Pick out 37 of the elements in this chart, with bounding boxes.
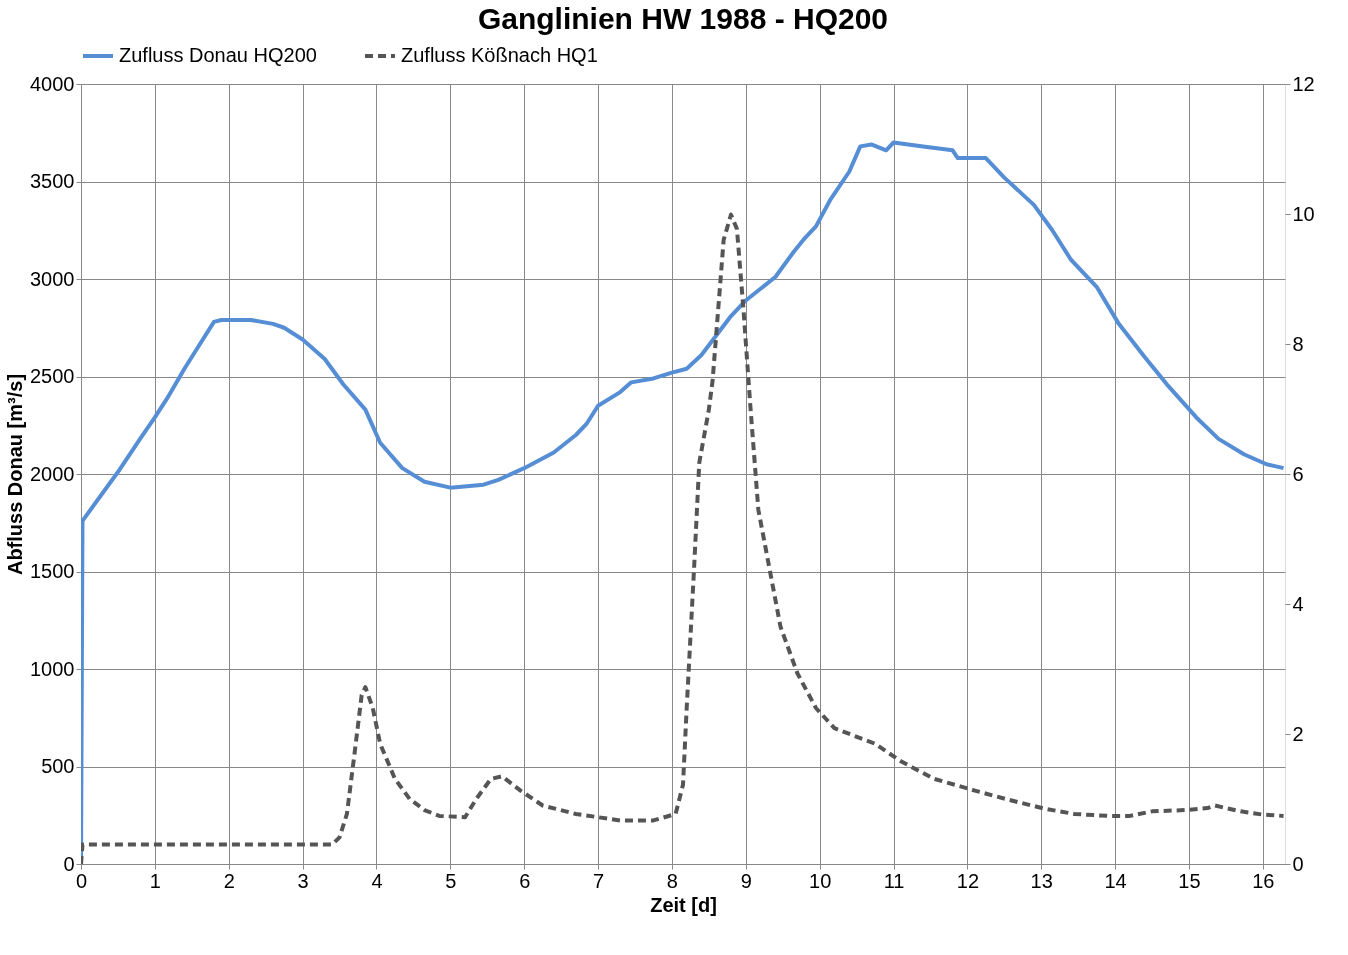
y2-tick-label: 0 <box>1292 852 1304 875</box>
x-tick-label: 2 <box>223 869 235 892</box>
legend-label: Zufluss Donau HQ200 <box>119 44 317 66</box>
y2-tick-label: 6 <box>1292 462 1304 485</box>
x-tick-label: 12 <box>956 869 980 892</box>
x-tick-label: 3 <box>297 869 309 892</box>
x-tick-label: 9 <box>740 869 752 892</box>
y2-tick-label: 4 <box>1292 592 1304 615</box>
y-tick-label: 500 <box>41 755 75 777</box>
x-tick-label: 8 <box>666 869 678 892</box>
y2-tick-label: 2 <box>1292 722 1304 745</box>
y2-tick-label: 8 <box>1292 332 1304 355</box>
x-tick-label: 11 <box>883 869 905 892</box>
x-axis-title: Zeit [d] <box>650 893 717 916</box>
x-tick-label: 15 <box>1178 869 1201 892</box>
y2-tick-label: 10 <box>1292 202 1315 225</box>
x-tick-label: 7 <box>592 869 605 892</box>
x-tick-label: 10 <box>809 869 832 892</box>
y-tick-label: 3000 <box>30 267 75 290</box>
y-tick-label: 3500 <box>30 170 75 192</box>
x-tick-label: 5 <box>445 869 457 892</box>
y-axis-title: Abfluss Donau [m³/s] <box>4 373 27 576</box>
y-tick-label: 2000 <box>30 462 75 485</box>
x-tick-label: 6 <box>519 869 531 892</box>
y-tick-label: 1500 <box>30 560 75 582</box>
y2-tick-label: 12 <box>1292 72 1315 95</box>
chart-title: Ganglinien HW 1988 - HQ200 <box>477 2 889 35</box>
x-tick-label: 1 <box>149 869 161 892</box>
y-tick-label: 4000 <box>30 72 75 95</box>
x-tick-label: 14 <box>1104 869 1127 892</box>
y-tick-label: 0 <box>63 852 75 875</box>
x-tick-label: 13 <box>1030 869 1053 892</box>
y-tick-label: 1000 <box>30 657 75 680</box>
x-tick-label: 4 <box>371 869 383 892</box>
x-tick-label: 16 <box>1252 869 1275 892</box>
legend-label: Zufluss Kößnach HQ1 <box>401 44 598 66</box>
y-tick-label: 2500 <box>30 365 75 387</box>
